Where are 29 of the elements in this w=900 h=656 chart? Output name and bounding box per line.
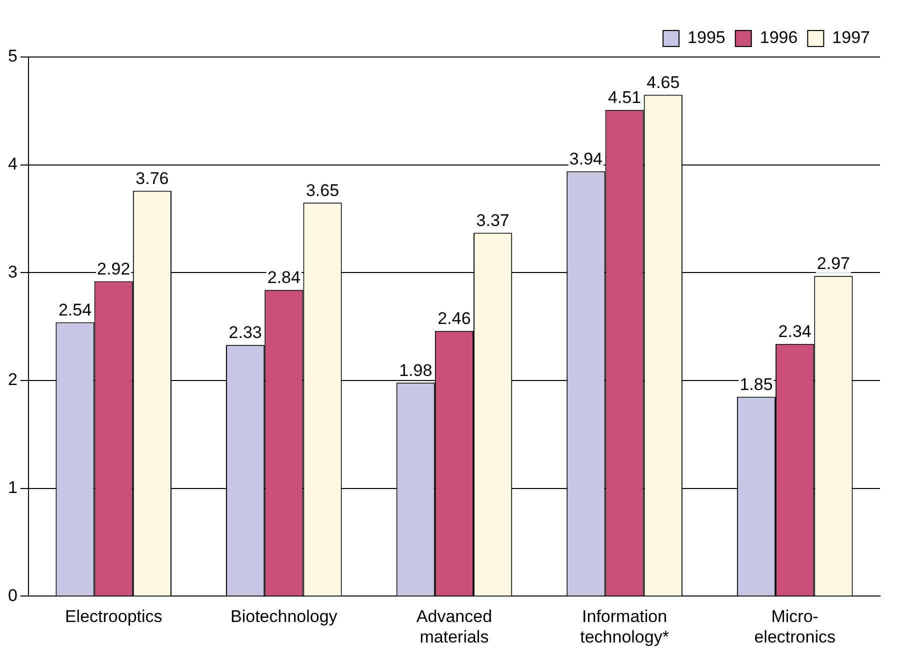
legend-label: 1996 xyxy=(760,28,798,48)
y-tick-label: 0 xyxy=(8,586,18,605)
y-tick-label: 1 xyxy=(8,478,18,498)
x-tick-label: Electrooptics xyxy=(64,607,162,626)
data-label: 2.54 xyxy=(58,300,92,320)
x-tick-label: Micro-electronics xyxy=(754,607,836,646)
data-label: 3.76 xyxy=(136,168,169,188)
y-tick-label: 5 xyxy=(8,46,18,66)
data-label: 3.37 xyxy=(476,210,510,230)
data-label: 2.34 xyxy=(778,322,812,342)
data-label: 2.46 xyxy=(438,309,471,328)
data-label: 2.84 xyxy=(267,268,300,288)
x-tick-label: Information technology* xyxy=(580,607,670,646)
legend-label: 1995 xyxy=(688,28,726,48)
data-label: 2.33 xyxy=(228,323,262,342)
data-label: 1.98 xyxy=(399,360,432,380)
data-label: 2.92 xyxy=(97,259,130,278)
data-label: 2.97 xyxy=(816,254,850,274)
data-label: 3.65 xyxy=(306,180,340,200)
y-tick-label: 3 xyxy=(8,262,18,282)
x-tick-label: Biotechnology xyxy=(230,607,338,626)
data-label: 4.51 xyxy=(608,88,642,108)
y-tick-label: 4 xyxy=(8,154,18,174)
data-label: 1.85 xyxy=(740,374,773,394)
y-tick-label: 2 xyxy=(8,370,18,390)
data-label: 3.94 xyxy=(569,150,602,168)
x-tick-label: Advanced materials xyxy=(416,607,492,646)
data-label: 4.65 xyxy=(646,72,680,92)
legend-label: 1997 xyxy=(832,28,870,48)
